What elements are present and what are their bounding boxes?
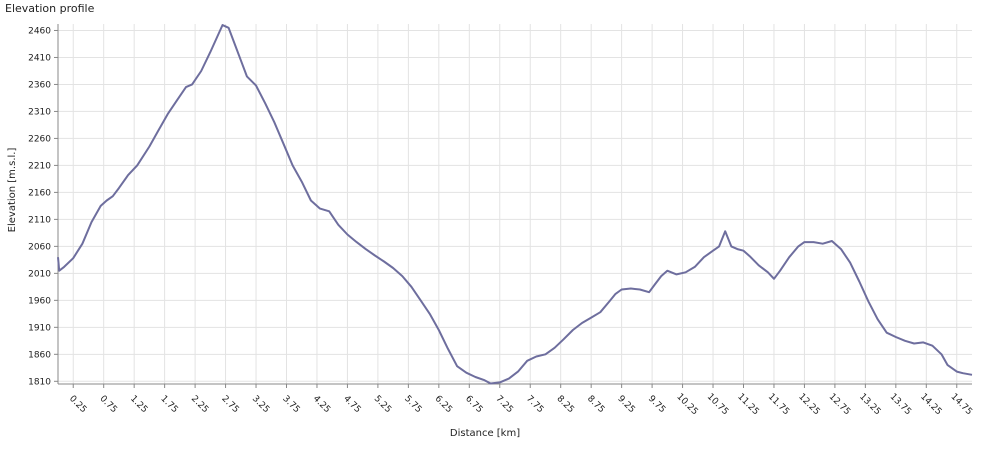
x-tick-label: 8.25 — [554, 394, 575, 415]
y-tick-label: 2360 — [28, 80, 51, 90]
y-tick-label: 2460 — [28, 26, 51, 36]
x-tick-label: 12.25 — [796, 392, 821, 417]
x-tick-label: 7.25 — [494, 394, 515, 415]
x-tick-label: 9.75 — [646, 394, 667, 415]
x-tick-label: 3.75 — [280, 394, 301, 415]
x-tick-label: 0.75 — [97, 394, 118, 415]
y-tick-label: 2260 — [28, 134, 51, 144]
y-tick-label: 1960 — [28, 296, 51, 306]
x-tick-label: 10.75 — [705, 392, 730, 417]
y-tick-label: 2310 — [28, 107, 51, 117]
y-tick-label: 2010 — [28, 269, 51, 279]
x-tick-label: 1.75 — [158, 394, 179, 415]
y-tick-label: 1810 — [28, 377, 51, 387]
y-tick-label: 2160 — [28, 188, 51, 198]
y-axis-ticks: 1810 1860 1910 1960 2010 2060 2110 2160 2210 2260… — [28, 26, 58, 387]
x-tick-label: 13.25 — [857, 392, 882, 417]
y-tick-label: 1860 — [28, 350, 51, 360]
x-tick-label: 14.25 — [918, 392, 943, 417]
x-tick-label: 5.25 — [372, 394, 393, 415]
y-tick-label: 2110 — [28, 215, 51, 225]
x-tick-label: 0.25 — [67, 394, 88, 415]
x-tick-label: 6.25 — [433, 394, 454, 415]
x-tick-label: 4.75 — [341, 394, 362, 415]
y-axis-label: Elevation [m.s.l.] — [7, 148, 18, 233]
x-tick-label: 9.25 — [615, 394, 636, 415]
elevation-line — [57, 24, 973, 385]
x-axis-ticks: 0.25 0.75 1.25 1.75 2.25 2.75 3.25 3.75 4.25 4.75… — [67, 384, 974, 417]
x-tick-label: 7.75 — [524, 394, 545, 415]
x-tick-label: 3.25 — [250, 394, 271, 415]
x-tick-label: 14.75 — [949, 392, 974, 417]
x-tick-label: 10.25 — [674, 392, 699, 417]
x-tick-label: 13.75 — [888, 392, 913, 417]
grid-lines — [58, 24, 972, 384]
x-tick-label: 6.75 — [463, 394, 484, 415]
chart-title: Elevation profile — [5, 2, 95, 15]
x-tick-label: 11.75 — [766, 392, 791, 417]
x-tick-label: 1.25 — [128, 394, 149, 415]
y-tick-label: 1910 — [28, 323, 51, 333]
y-tick-label: 2210 — [28, 161, 51, 171]
x-axis-label: Distance [km] — [450, 428, 520, 439]
x-tick-label: 2.75 — [219, 394, 240, 415]
y-tick-label: 2060 — [28, 242, 51, 252]
x-tick-label: 5.75 — [402, 394, 423, 415]
x-tick-label: 4.25 — [311, 394, 332, 415]
x-tick-label: 2.25 — [189, 394, 210, 415]
x-tick-label: 12.75 — [827, 392, 852, 417]
x-tick-label: 8.75 — [585, 394, 606, 415]
y-tick-label: 2410 — [28, 53, 51, 63]
x-tick-label: 11.25 — [735, 392, 760, 417]
